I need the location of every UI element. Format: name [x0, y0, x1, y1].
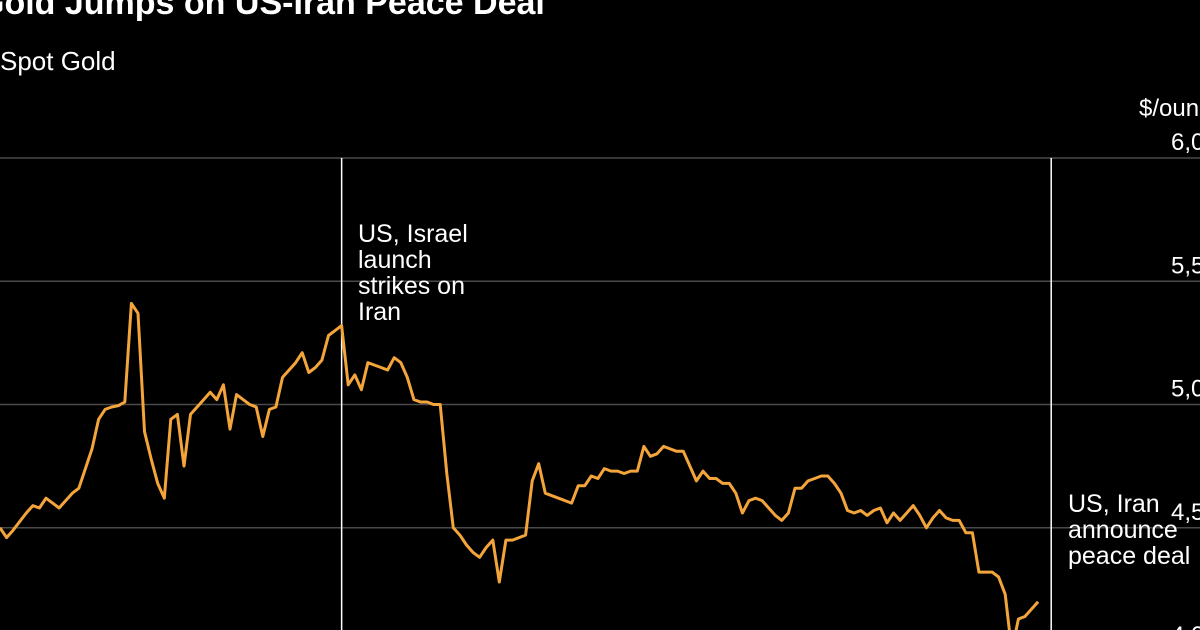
series-layer [0, 301, 1040, 630]
event-markers [340, 158, 1052, 630]
y-tick-label: 5,5 [1171, 252, 1200, 279]
y-axis-unit-label: $/ounce [1139, 95, 1200, 122]
y-tick-label: 4,0 [1171, 622, 1200, 630]
event-annotation: US, Israel launch strikes on Iran [358, 220, 468, 326]
annotation-line: peace deal [1068, 542, 1190, 570]
annotation-line: US, Iran [1068, 490, 1160, 518]
annotation-line: strikes on [358, 272, 465, 300]
y-tick-label: 6,0 [1171, 129, 1200, 156]
event-annotation: US, Iran announce peace deal [1068, 490, 1190, 570]
y-axis-ticks: 6,0 5,5 5,0 4,5 4,0 [1171, 129, 1200, 630]
gridlines [0, 157, 1200, 529]
chart-subtitle: Spot Gold [0, 46, 116, 76]
annotation-line: launch [358, 246, 432, 274]
y-tick-label: 5,0 [1171, 376, 1200, 403]
annotation-line: announce [1068, 516, 1178, 544]
annotations: US, Israel launch strikes on Iran US, Iran an… [358, 220, 1190, 570]
chart-title: Gold Jumps on US-Iran Peace Deal [0, 0, 545, 22]
y-tick-label: 4,5 [1171, 499, 1200, 526]
annotation-line: US, Israel [358, 220, 468, 248]
series-line [0, 301, 1040, 630]
annotation-line: Iran [358, 298, 401, 326]
